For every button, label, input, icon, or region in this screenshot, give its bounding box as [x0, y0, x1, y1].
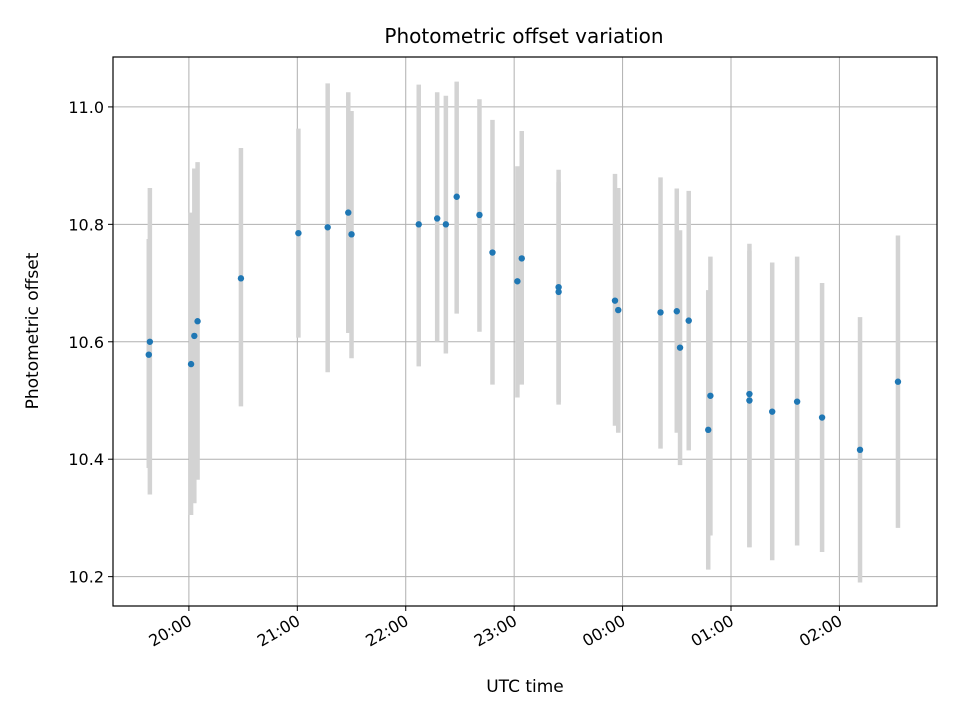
data-point	[415, 221, 422, 228]
data-point	[324, 224, 331, 231]
data-point	[793, 398, 801, 405]
data-point	[894, 378, 902, 385]
y-tick-label: 11.0	[68, 98, 104, 117]
data-point	[514, 278, 521, 285]
data-point	[146, 338, 154, 345]
data-point	[555, 283, 562, 291]
data-point	[685, 317, 692, 324]
data-point	[676, 344, 684, 351]
data-point	[707, 392, 714, 399]
data-point	[489, 249, 496, 256]
plot-frame	[112, 56, 938, 607]
data-point	[191, 332, 198, 340]
data-point	[705, 426, 712, 434]
data-point	[433, 215, 441, 222]
data-point	[345, 209, 352, 216]
data-point	[611, 297, 619, 304]
data-point	[657, 309, 664, 316]
data-point	[237, 275, 245, 282]
y-tick-label: 10.8	[68, 215, 104, 234]
data-point	[348, 231, 355, 238]
data-point	[856, 446, 864, 454]
data-point	[476, 211, 483, 219]
y-tick-label: 10.6	[68, 333, 104, 352]
data-point	[769, 408, 776, 415]
y-tick-label: 10.4	[68, 450, 104, 469]
y-axis-title: Photometric offset	[23, 252, 43, 409]
data-point	[442, 221, 450, 228]
data-point	[746, 397, 753, 404]
x-axis-title: UTC time	[486, 677, 564, 697]
data-point	[673, 308, 680, 315]
data-point	[295, 229, 302, 237]
y-tick-label: 10.2	[68, 568, 104, 587]
data-point	[746, 390, 753, 398]
data-point	[145, 351, 152, 358]
data-point	[453, 193, 460, 200]
data-point	[194, 318, 201, 325]
data-point	[555, 288, 562, 296]
data-point	[187, 360, 195, 368]
point-layer	[145, 193, 902, 454]
data-point	[818, 414, 826, 421]
chart-title: Photometric offset variation	[384, 24, 663, 48]
data-point	[615, 306, 622, 314]
data-point	[518, 255, 525, 262]
